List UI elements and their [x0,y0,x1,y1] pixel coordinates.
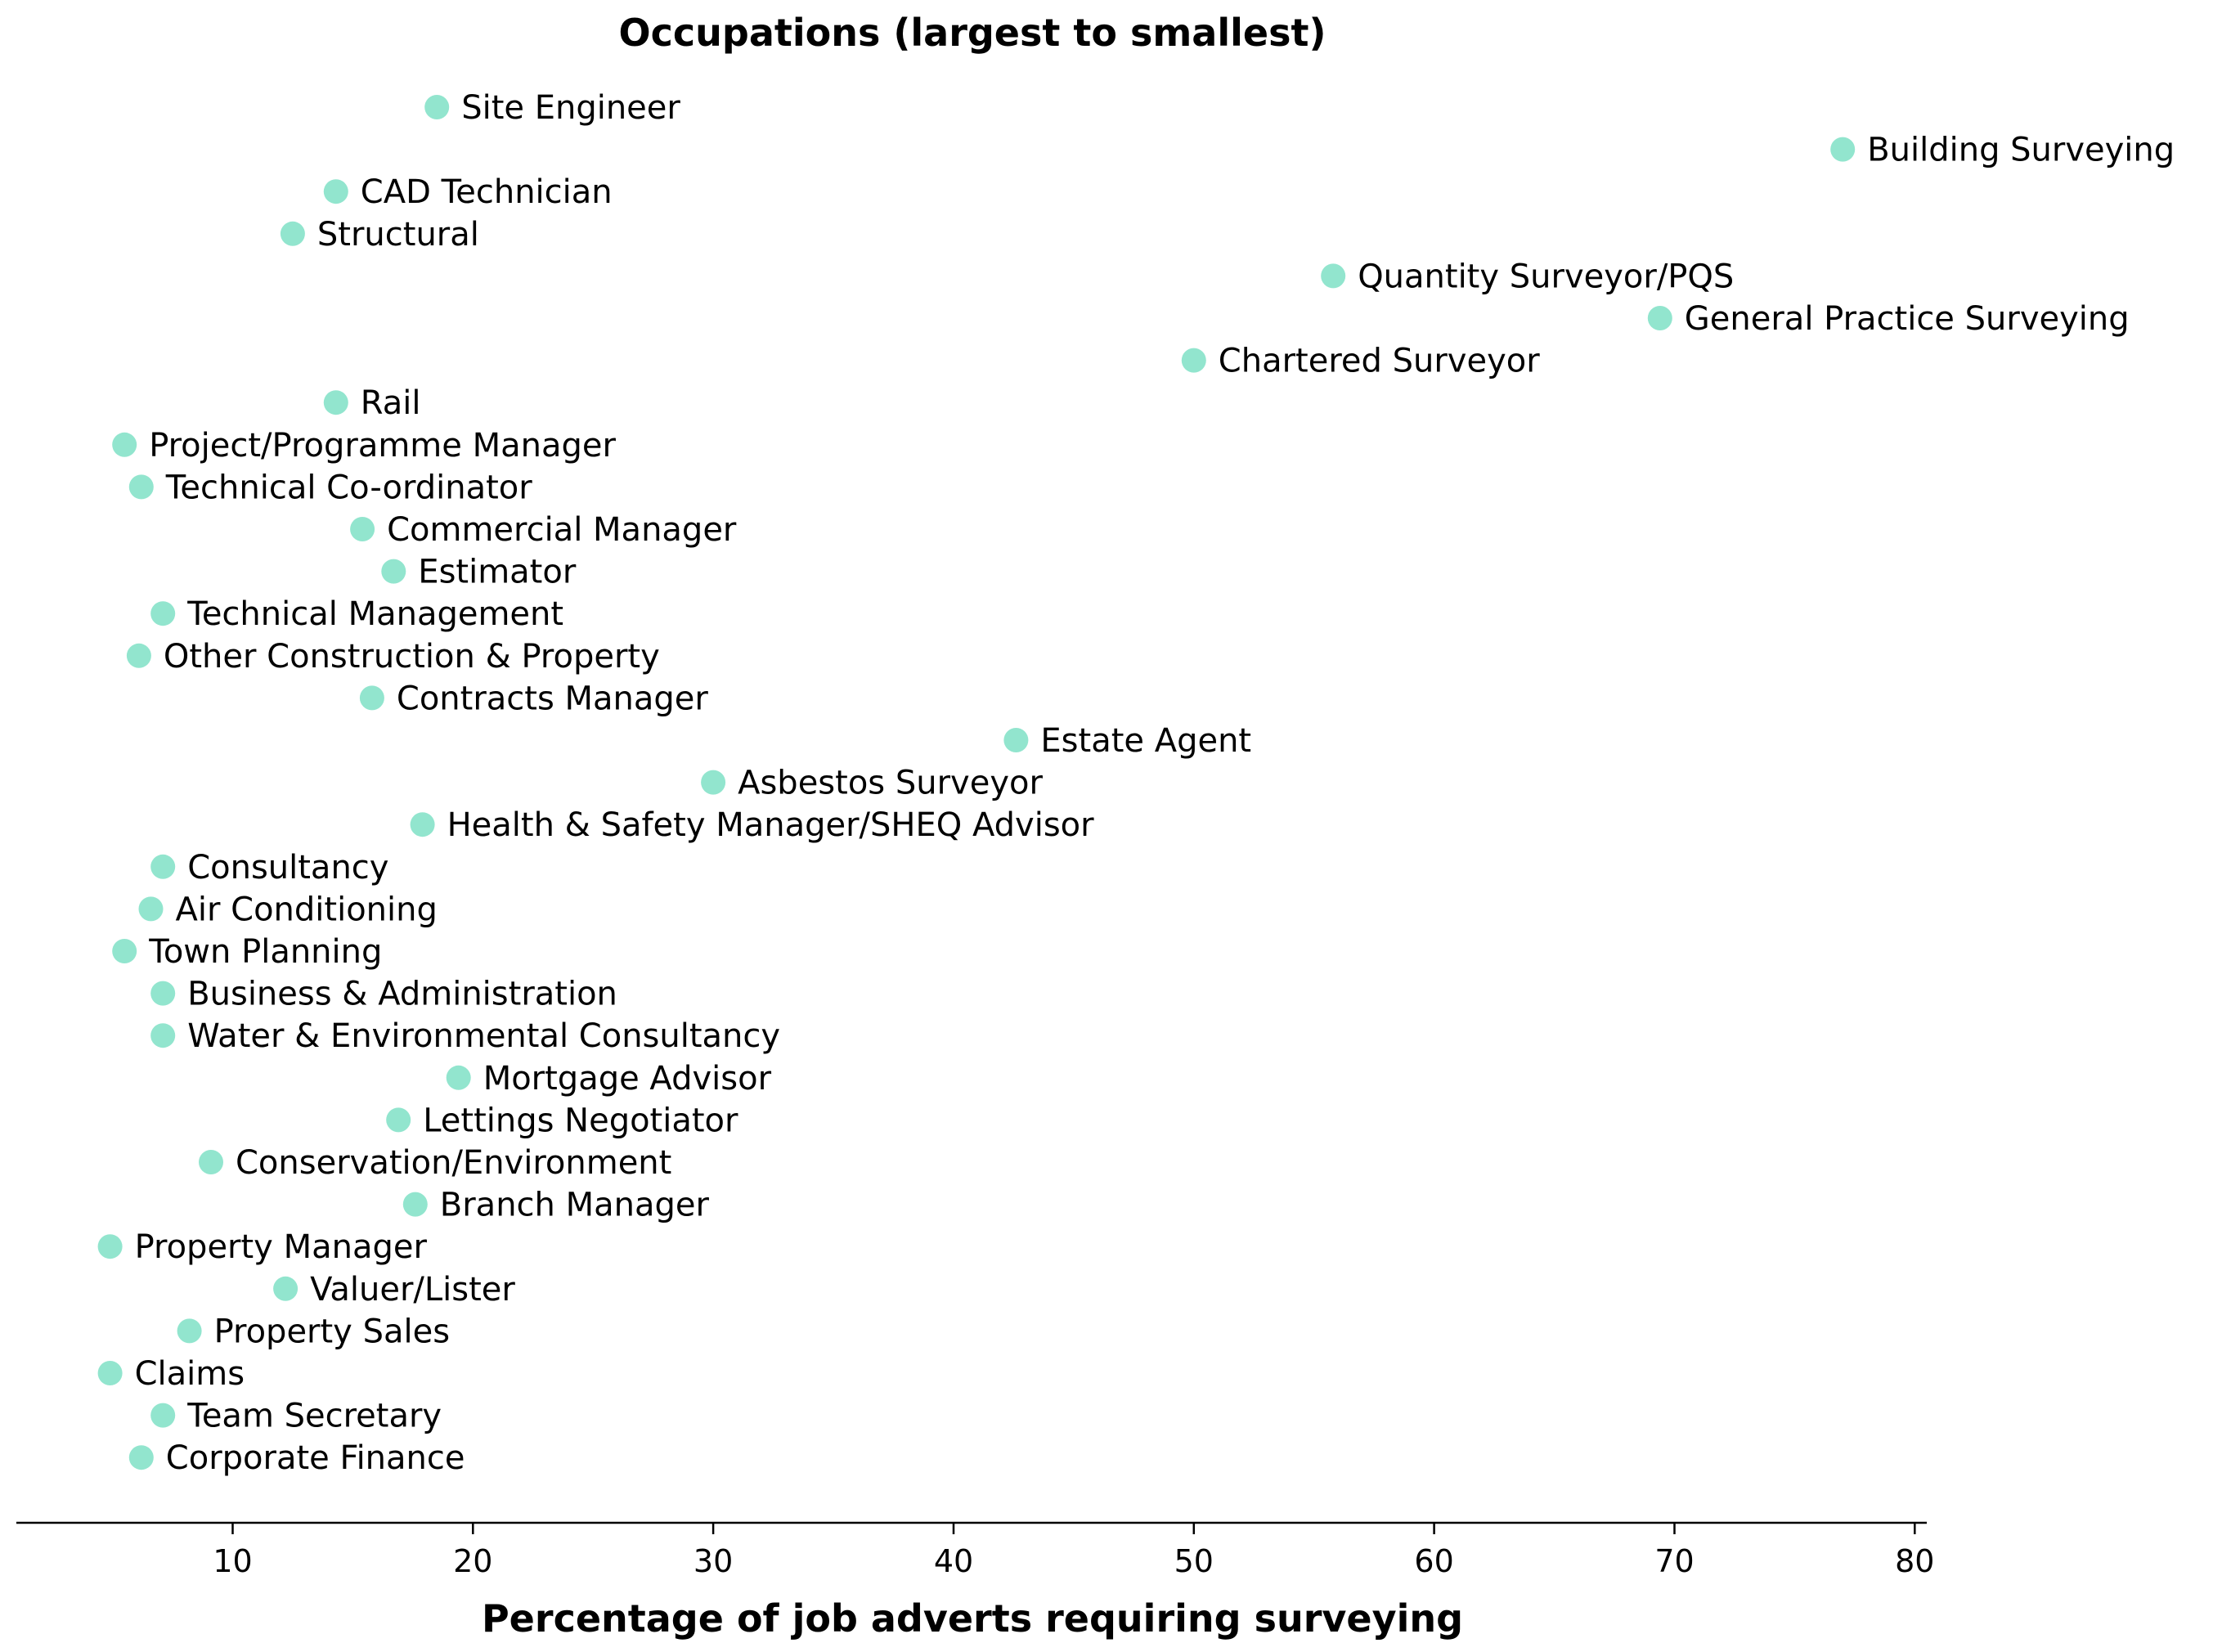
data-point [323,179,348,204]
data-point-label: Mortgage Advisor [483,1060,772,1098]
data-point [410,812,435,837]
data-point-label: CAD Technician [361,173,613,211]
data-point [128,1445,154,1470]
data-point [1321,263,1346,289]
data-point-label: Team Secretary [186,1398,442,1435]
data-point-label: Quantity Surveyor/PQS [1358,258,1734,295]
data-point [138,896,164,922]
data-point [446,1065,471,1090]
data-point [350,517,375,541]
data-point-label: Branch Manager [440,1187,710,1224]
x-axis-tick-label: 10 [213,1543,252,1579]
data-point [150,981,176,1006]
data-point [150,1023,176,1048]
data-point-label: Claims [135,1355,245,1393]
data-point-label: Lettings Negotiator [423,1102,738,1139]
data-point [150,854,176,879]
data-point [323,390,348,415]
data-point-label: Structural [317,216,479,254]
data-point-label: Asbestos Surveyor [738,765,1043,802]
data-point [1003,728,1029,752]
data-point [424,95,450,119]
x-axis-label: Percentage of job adverts requiring surv… [482,1596,1463,1641]
data-point-label: Rail [361,384,421,422]
data-point [128,474,154,500]
data-point-label: Property Manager [135,1228,428,1266]
data-point [1647,306,1672,330]
data-point-label: Estate Agent [1040,722,1251,760]
data-point [97,1361,123,1385]
x-axis-tick-label: 30 [694,1543,733,1579]
data-point [112,432,137,457]
data-point-label: Chartered Surveyor [1219,343,1540,380]
data-point-label: Health & Safety Manager/SHEQ Advisor [447,806,1095,844]
data-point-label: Site Engineer [461,89,680,127]
data-point [381,559,406,584]
data-point-label: Air Conditioning [176,891,438,928]
data-point-label: Estimator [418,554,577,591]
data-point-label: Conservation/Environment [236,1144,671,1182]
data-point [359,685,384,711]
data-point-label: Other Construction & Property [164,638,660,676]
data-point [1830,137,1856,162]
data-point [386,1107,411,1133]
data-point-label: Property Sales [214,1313,450,1350]
x-axis-tick-label: 20 [453,1543,492,1579]
data-point-label: Technical Co-ordinator [165,469,532,506]
points-layer: Site Engineer Building Surveying CAD Techn… [97,89,2175,1477]
data-point [1181,348,1206,373]
chart-title: Occupations (largest to smallest) [619,11,1326,55]
data-point [150,1403,176,1428]
data-point [199,1150,223,1174]
data-point [97,1234,123,1259]
data-point [126,643,151,668]
data-point [280,221,305,246]
data-point-label: General Practice Surveying [1685,300,2130,338]
data-point [150,601,176,626]
data-point-label: Water & Environmental Consultancy [187,1017,780,1055]
data-point [701,770,726,795]
x-axis-tick-label: 80 [1895,1543,1934,1579]
data-point-label: Corporate Finance [166,1439,465,1477]
x-axis-ticks: 10 20 30 40 50 60 70 80 [213,1523,1934,1579]
data-point-label: Business & Administration [187,976,617,1013]
data-point [177,1318,202,1344]
data-point-label: Project/Programme Manager [149,427,616,465]
x-axis-tick-label: 40 [934,1543,973,1579]
data-point-label: Technical Management [186,595,563,633]
data-point [273,1276,299,1301]
x-axis-tick-label: 60 [1414,1543,1453,1579]
data-point-label: Valuer/Lister [310,1271,515,1309]
data-point-label: Contracts Manager [397,680,709,717]
data-point-label: Consultancy [187,849,388,887]
data-point-label: Commercial Manager [387,511,737,549]
data-point [112,939,137,963]
x-axis-tick-label: 70 [1654,1543,1694,1579]
data-point-label: Town Planning [148,933,382,971]
x-axis-tick-label: 50 [1174,1543,1214,1579]
data-point-label: Building Surveying [1867,132,2175,169]
data-point [402,1192,428,1217]
